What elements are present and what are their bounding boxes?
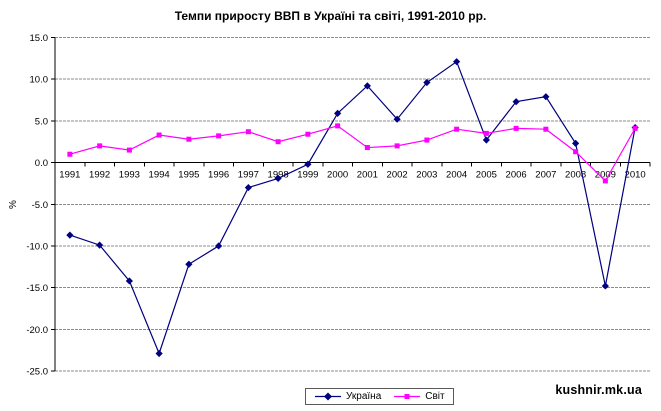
svg-text:2006: 2006 xyxy=(506,170,527,181)
chart-title: Темпи приросту ВВП в Україні та світі, 1… xyxy=(174,9,487,23)
svg-text:1995: 1995 xyxy=(178,170,199,181)
chart-legend: Україна Світ xyxy=(305,388,454,405)
svg-text:2000: 2000 xyxy=(327,170,348,181)
svg-text:1996: 1996 xyxy=(208,170,229,181)
line-diamond-marker-icon xyxy=(315,392,341,401)
svg-text:2004: 2004 xyxy=(446,170,467,181)
svg-text:5.0: 5.0 xyxy=(35,116,48,127)
svg-text:-10.0: -10.0 xyxy=(26,241,48,252)
svg-text:2010: 2010 xyxy=(625,170,646,181)
svg-text:15.0: 15.0 xyxy=(30,33,49,44)
svg-text:-20.0: -20.0 xyxy=(26,325,48,336)
legend-item-ukraine: Україна xyxy=(314,390,382,402)
legend-label-ukraine: Україна xyxy=(346,390,382,402)
svg-text:-15.0: -15.0 xyxy=(26,283,48,294)
site-watermark: kushnir.mk.ua xyxy=(555,383,642,397)
legend-item-world: Світ xyxy=(393,390,445,402)
legend-label-world: Світ xyxy=(425,390,445,402)
svg-text:1991: 1991 xyxy=(59,170,80,181)
svg-text:1997: 1997 xyxy=(238,170,259,181)
svg-text:2008: 2008 xyxy=(565,170,586,181)
svg-text:1999: 1999 xyxy=(297,170,318,181)
svg-text:0.0: 0.0 xyxy=(35,158,48,169)
svg-text:1994: 1994 xyxy=(149,170,170,181)
svg-text:2002: 2002 xyxy=(387,170,408,181)
svg-text:2005: 2005 xyxy=(476,170,497,181)
line-square-marker-icon xyxy=(394,394,421,399)
svg-text:2007: 2007 xyxy=(535,170,556,181)
svg-text:-25.0: -25.0 xyxy=(26,367,48,378)
svg-text:1993: 1993 xyxy=(119,170,140,181)
svg-text:-5.0: -5.0 xyxy=(32,200,48,211)
svg-text:2003: 2003 xyxy=(416,170,437,181)
svg-text:1992: 1992 xyxy=(89,170,110,181)
svg-text:2009: 2009 xyxy=(595,170,616,181)
svg-text:2001: 2001 xyxy=(357,170,378,181)
svg-text:10.0: 10.0 xyxy=(30,75,49,86)
